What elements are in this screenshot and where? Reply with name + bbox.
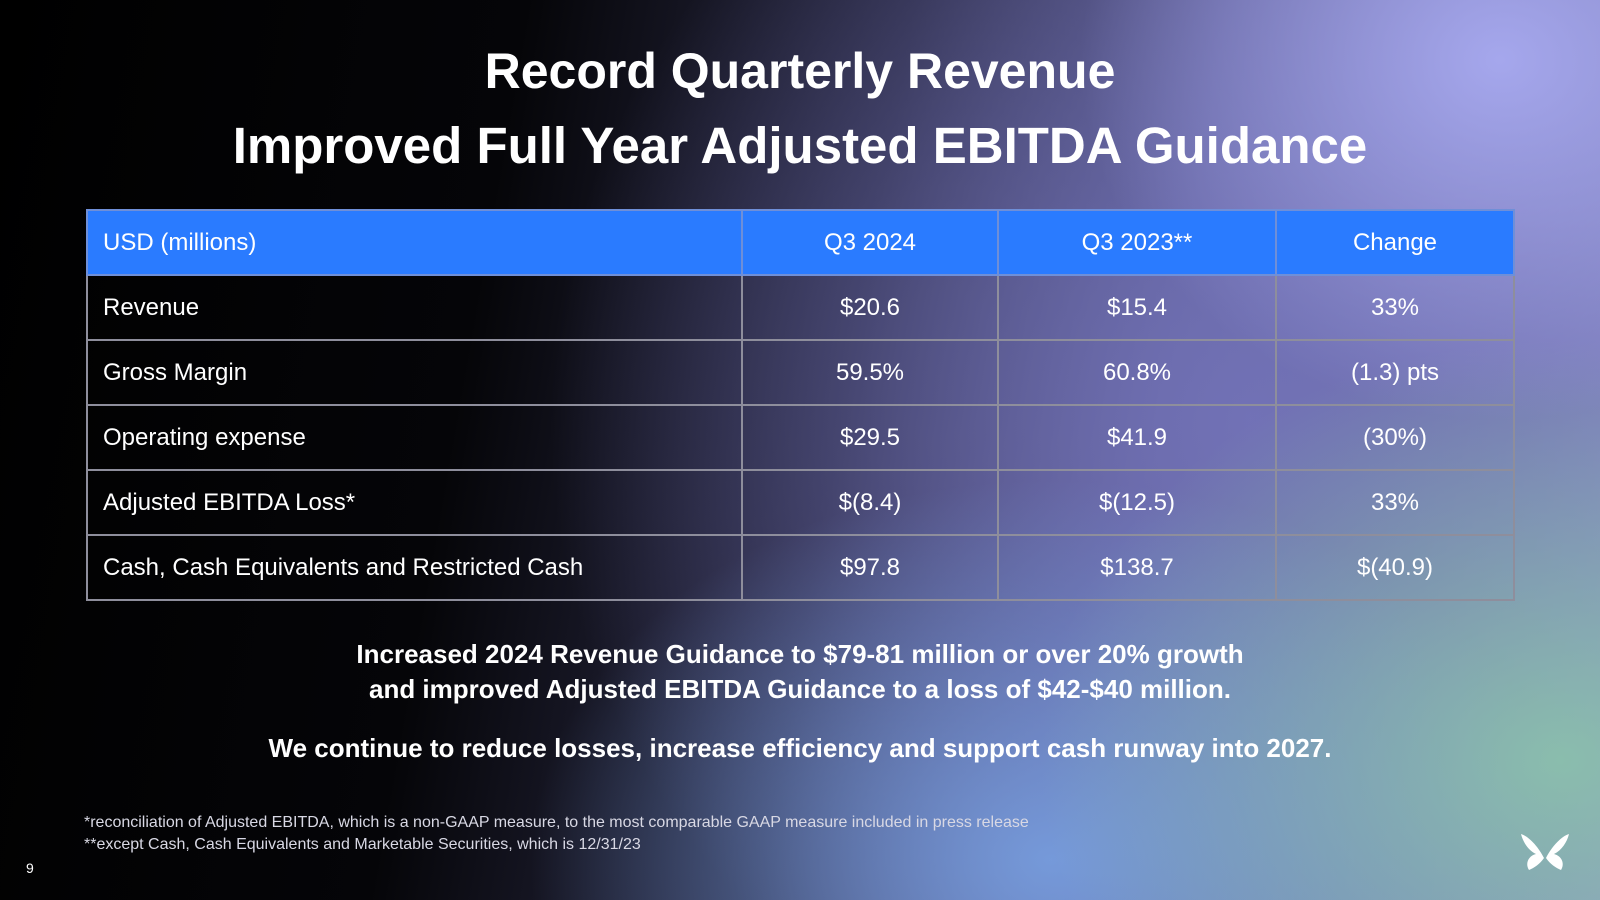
guidance-line1: Increased 2024 Revenue Guidance to $79-8… xyxy=(356,639,1244,669)
financial-table: USD (millions) Q3 2024 Q3 2023** Change … xyxy=(86,209,1515,601)
cell-change: (1.3) pts xyxy=(1275,339,1515,406)
table-row: Gross Margin 59.5% 60.8% (1.3) pts xyxy=(86,339,1515,406)
footnote-cash: **except Cash, Cash Equivalents and Mark… xyxy=(84,836,641,853)
cell-q3-2023: $138.7 xyxy=(997,534,1277,601)
cell-change: 33% xyxy=(1275,469,1515,536)
table-row: Adjusted EBITDA Loss* $(8.4) $(12.5) 33% xyxy=(86,469,1515,536)
cell-q3-2023: 60.8% xyxy=(997,339,1277,406)
guidance-line2: and improved Adjusted EBITDA Guidance to… xyxy=(368,674,1231,704)
cell-q3-2024: $97.8 xyxy=(741,534,999,601)
cell-change: (30%) xyxy=(1275,404,1515,471)
cell-q3-2024: $(8.4) xyxy=(741,469,999,536)
guidance-line3: We continue to reduce losses, increase e… xyxy=(268,733,1332,763)
cell-q3-2024: $20.6 xyxy=(741,274,999,341)
header-q3-2023: Q3 2023** xyxy=(997,209,1277,276)
slide-title-line2: Improved Full Year Adjusted EBITDA Guida… xyxy=(232,117,1368,174)
table-row: Revenue $20.6 $15.4 33% xyxy=(86,274,1515,341)
cell-q3-2024: $29.5 xyxy=(741,404,999,471)
table-header-row: USD (millions) Q3 2024 Q3 2023** Change xyxy=(86,209,1515,276)
cell-q3-2023: $(12.5) xyxy=(997,469,1277,536)
row-label: Gross Margin xyxy=(86,339,743,406)
cell-q3-2024: 59.5% xyxy=(741,339,999,406)
table-row: Operating expense $29.5 $41.9 (30%) xyxy=(86,404,1515,471)
page-number: 9 xyxy=(26,860,34,876)
row-label: Revenue xyxy=(86,274,743,341)
row-label: Adjusted EBITDA Loss* xyxy=(86,469,743,536)
cell-change: 33% xyxy=(1275,274,1515,341)
header-change: Change xyxy=(1275,209,1515,276)
header-q3-2024: Q3 2024 xyxy=(741,209,999,276)
table-row: Cash, Cash Equivalents and Restricted Ca… xyxy=(86,534,1515,601)
butterfly-logo-icon xyxy=(1521,834,1569,870)
header-label: USD (millions) xyxy=(86,209,743,276)
cell-q3-2023: $41.9 xyxy=(997,404,1277,471)
footnote-ebitda: *reconciliation of Adjusted EBITDA, whic… xyxy=(84,814,1029,831)
cell-q3-2023: $15.4 xyxy=(997,274,1277,341)
cell-change: $(40.9) xyxy=(1275,534,1515,601)
slide-title-line1: Record Quarterly Revenue xyxy=(484,43,1116,99)
row-label: Cash, Cash Equivalents and Restricted Ca… xyxy=(86,534,743,601)
row-label: Operating expense xyxy=(86,404,743,471)
